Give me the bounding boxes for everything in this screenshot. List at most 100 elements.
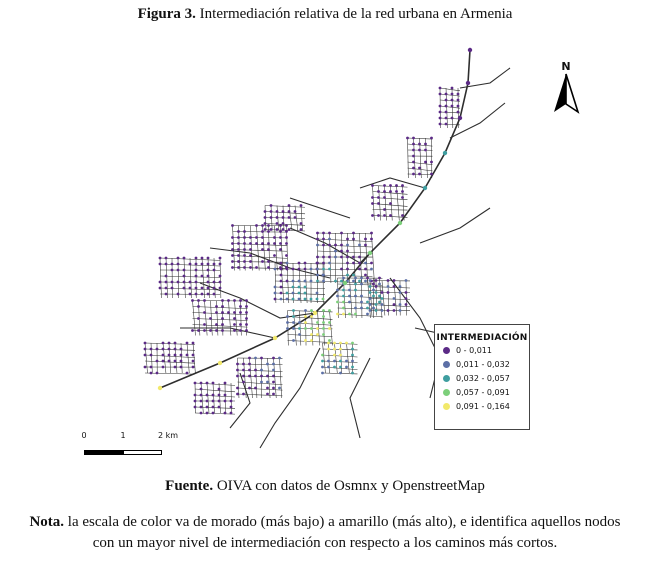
network-node xyxy=(371,184,374,187)
network-node xyxy=(438,104,442,108)
network-node xyxy=(231,260,234,263)
network-node xyxy=(352,231,355,235)
network-node xyxy=(340,255,343,259)
network-node xyxy=(340,243,343,247)
network-node xyxy=(327,365,330,369)
network-node xyxy=(197,329,200,332)
network-node xyxy=(364,267,367,271)
network-node xyxy=(339,341,342,345)
street xyxy=(204,300,208,336)
network-node xyxy=(351,365,354,369)
network-node xyxy=(281,210,285,213)
network-node xyxy=(167,347,171,351)
network-node xyxy=(243,230,246,233)
network-node xyxy=(430,136,433,140)
network-node xyxy=(354,282,357,286)
network-node xyxy=(456,104,460,108)
network-node xyxy=(398,291,402,294)
network-node xyxy=(322,279,325,283)
network-node xyxy=(218,256,222,260)
network-node xyxy=(191,359,195,363)
legend-item: 0,011 - 0,032 xyxy=(443,357,529,371)
street xyxy=(237,363,283,366)
network-node xyxy=(267,260,270,263)
network-node xyxy=(424,160,427,164)
network-node xyxy=(194,256,198,260)
network-node xyxy=(346,237,349,241)
source-text: OIVA con datos de Osmnx y OpenstreetMap xyxy=(216,478,485,494)
network-node xyxy=(188,292,192,296)
network-node xyxy=(293,210,297,213)
network-node xyxy=(281,222,285,225)
network-node xyxy=(358,267,361,271)
street xyxy=(287,334,333,337)
network-node xyxy=(360,282,363,286)
network-node xyxy=(336,294,339,298)
network-node xyxy=(239,323,242,326)
network-node xyxy=(200,256,204,260)
network-node xyxy=(157,385,163,391)
network-node xyxy=(392,303,396,306)
network-node xyxy=(281,216,285,219)
network-node xyxy=(430,172,433,176)
network-node xyxy=(404,291,408,294)
network-node xyxy=(211,393,215,397)
street xyxy=(407,137,409,179)
network-node xyxy=(193,381,197,385)
network-node xyxy=(266,392,269,396)
network-node xyxy=(370,231,373,235)
network-node xyxy=(182,280,186,284)
network-node xyxy=(374,303,378,306)
network-node xyxy=(292,309,295,312)
network-node xyxy=(404,303,408,306)
network-node xyxy=(231,236,234,239)
network-node xyxy=(170,268,174,272)
network-node xyxy=(223,381,227,385)
network-node xyxy=(273,242,276,245)
legend-swatch xyxy=(443,360,450,368)
network-node xyxy=(336,300,339,304)
network-node xyxy=(275,210,279,213)
note-text: la escala de color va de morado (más baj… xyxy=(67,514,621,551)
network-node xyxy=(149,371,153,375)
network-node xyxy=(197,305,200,308)
network-node xyxy=(380,309,384,312)
network-node xyxy=(285,297,289,301)
network-node xyxy=(279,267,283,271)
network-node xyxy=(231,248,234,251)
network-node xyxy=(279,230,282,233)
street xyxy=(232,261,288,263)
network-node xyxy=(255,224,258,227)
network-node xyxy=(327,359,330,363)
network-node xyxy=(203,311,206,314)
network-node xyxy=(374,291,378,294)
network-node xyxy=(287,216,291,219)
network-node xyxy=(267,230,270,233)
network-node xyxy=(149,353,153,357)
network-node xyxy=(377,190,380,193)
note-label: Nota. xyxy=(29,514,65,530)
network-node xyxy=(346,273,349,277)
network-node xyxy=(310,315,313,318)
network-node xyxy=(249,242,252,245)
network-node xyxy=(285,267,289,271)
network-node xyxy=(188,286,192,290)
network-node xyxy=(223,399,227,403)
network-node xyxy=(328,309,331,312)
network-node xyxy=(345,359,348,363)
branch-road xyxy=(349,357,371,439)
network-node xyxy=(292,339,295,342)
network-node xyxy=(193,399,197,403)
network-node xyxy=(285,236,288,239)
network-node xyxy=(285,291,289,295)
network-node xyxy=(374,285,378,288)
street xyxy=(238,225,241,271)
network-node xyxy=(209,329,212,332)
street xyxy=(337,277,339,319)
network-node xyxy=(261,260,264,263)
north-label: N xyxy=(561,60,571,73)
network-node xyxy=(366,312,369,316)
network-node xyxy=(378,276,381,280)
network-node xyxy=(239,311,242,314)
network-node xyxy=(352,261,355,265)
